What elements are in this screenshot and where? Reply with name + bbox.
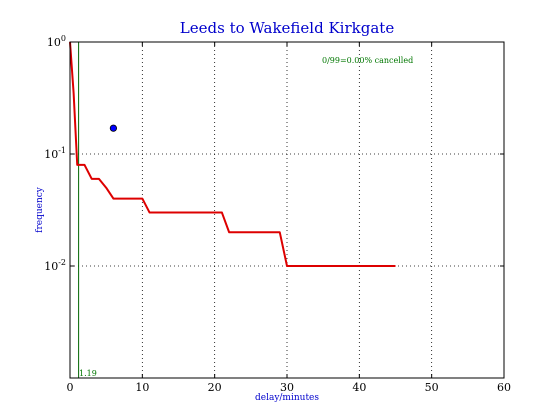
y-tick-label: 100 <box>47 34 66 49</box>
y-tick-label-exponent: -2 <box>58 258 66 267</box>
y-axis-label: frequency <box>35 186 45 233</box>
y-tick-label-base: 10 <box>47 36 61 49</box>
chart-title: Leeds to Wakefield Kirkgate <box>180 19 395 37</box>
y-tick-label: 10-1 <box>44 146 66 161</box>
y-tick-label-base: 10 <box>44 148 58 161</box>
x-tick-label: 60 <box>497 381 511 394</box>
x-tick-label: 50 <box>425 381 439 394</box>
x-axis-label: delay/minutes <box>255 393 319 403</box>
mean-delay-marker <box>109 124 118 132</box>
y-tick-label-exponent: -1 <box>58 146 66 155</box>
y-tick-label-exponent: 0 <box>61 34 66 43</box>
frequency-series-line <box>69 41 396 267</box>
y-tick-label: 10-2 <box>44 258 66 273</box>
x-tick-label: 40 <box>352 381 366 394</box>
cancelled-annotation: 0/99=0.00% cancelled <box>322 56 413 65</box>
vline-label: 1.19 <box>79 369 97 378</box>
x-tick-label: 30 <box>280 381 294 394</box>
marker-group <box>109 124 118 132</box>
x-tick-label: 20 <box>208 381 222 394</box>
y-tick-label-base: 10 <box>44 260 58 273</box>
x-axis: 0 10 20 30 40 50 60 <box>67 42 511 394</box>
series-group <box>69 41 396 267</box>
x-tick-label: 10 <box>135 381 149 394</box>
x-tick-label: 0 <box>67 381 74 394</box>
